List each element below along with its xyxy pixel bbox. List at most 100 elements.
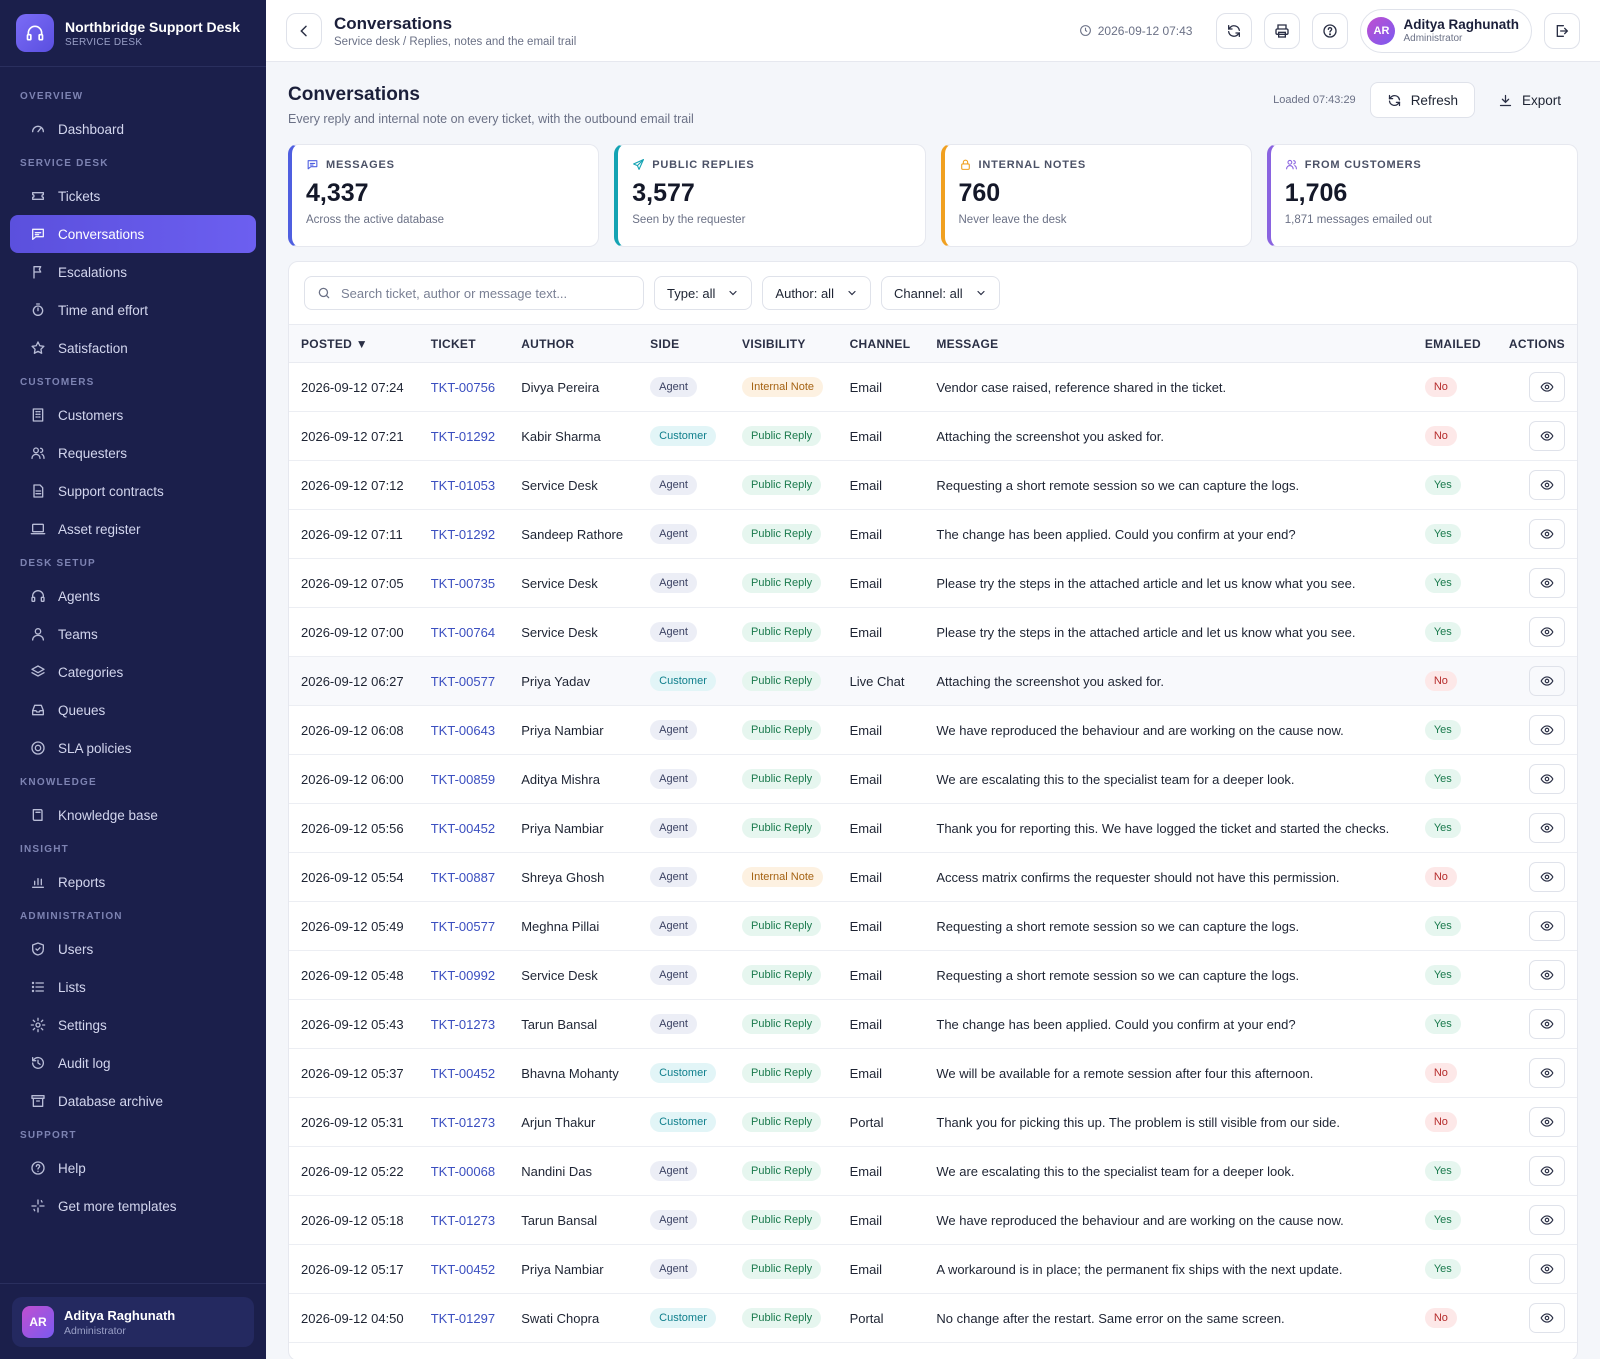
table-row[interactable]: 2026-09-12 05:43 TKT-01273 Tarun Bansal Age… <box>289 1000 1577 1049</box>
table-row[interactable]: 2026-09-12 06:27 TKT-00577 Priya Yadav Cust… <box>289 656 1577 706</box>
table-row[interactable]: 2026-09-12 06:00 TKT-00859 Aditya Mishra Ag… <box>289 755 1577 804</box>
sidebar-item-reports[interactable]: Reports <box>0 863 256 901</box>
ticket-link[interactable]: TKT-01273 <box>430 1212 496 1228</box>
ticket-link[interactable]: TKT-00577 <box>430 918 496 934</box>
sidebar-item-lists[interactable]: Lists <box>0 968 256 1006</box>
refresh-button[interactable]: Refresh <box>1369 82 1475 118</box>
view-message-button[interactable] <box>1529 617 1565 647</box>
sidebar-item-escalations[interactable]: Escalations <box>0 253 256 291</box>
view-message-button[interactable] <box>1529 1107 1565 1137</box>
table-row[interactable]: 2026-09-12 07:11 TKT-01292 Sandeep Rathore… <box>289 510 1577 559</box>
view-message-button[interactable] <box>1529 568 1565 598</box>
view-message-button[interactable] <box>1529 960 1565 990</box>
table-row[interactable]: 2026-09-12 07:05 TKT-00735 Service Desk Age… <box>289 559 1577 608</box>
search-box[interactable] <box>304 276 644 310</box>
table-row[interactable]: 2026-09-12 07:00 TKT-00764 Service Desk Age… <box>289 608 1577 657</box>
ticket-link[interactable]: TKT-00764 <box>430 624 496 640</box>
sidebar-item-knowledge-base[interactable]: Knowledge base <box>0 796 256 834</box>
brand[interactable]: Northbridge Support Desk SERVICE DESK <box>0 0 266 67</box>
author-filter[interactable]: Author: all <box>762 276 871 310</box>
sidebar-item-teams[interactable]: Teams <box>0 615 256 653</box>
print-button[interactable] <box>1264 12 1301 49</box>
sidebar-item-agents[interactable]: Agents <box>0 577 256 615</box>
table-row[interactable]: 2026-09-12 05:18 TKT-01273 Tarun Bansal Age… <box>289 1196 1577 1245</box>
back-button[interactable] <box>286 12 322 49</box>
sidebar-item-time-and-effort[interactable]: Time and effort <box>0 291 256 329</box>
table-row[interactable]: 2026-09-12 07:24 TKT-00756 Divya Pereira Ag… <box>289 363 1577 412</box>
view-message-button[interactable] <box>1529 911 1565 941</box>
view-message-button[interactable] <box>1529 421 1565 451</box>
view-message-button[interactable] <box>1529 862 1565 892</box>
ticket-link[interactable]: TKT-00577 <box>430 673 496 689</box>
sidebar-item-audit-log[interactable]: Audit log <box>0 1044 256 1082</box>
view-message-button[interactable] <box>1529 813 1565 843</box>
logout-button[interactable] <box>1544 12 1580 49</box>
table-row[interactable]: 2026-09-12 05:56 TKT-00452 Priya Nambiar Ag… <box>289 804 1577 853</box>
user-menu[interactable]: AR Aditya Raghunath Administrator <box>1360 8 1532 53</box>
sidebar-item-queues[interactable]: Queues <box>0 691 256 729</box>
sidebar-user-card[interactable]: AR Aditya Raghunath Administrator <box>12 1297 254 1347</box>
table-row[interactable]: 2026-09-12 05:48 TKT-00992 Service Desk Age… <box>289 951 1577 1000</box>
column-header-posted[interactable]: POSTED ▼ <box>301 336 368 351</box>
table-row[interactable]: 2026-09-12 06:08 TKT-00643 Priya Nambiar Ag… <box>289 706 1577 755</box>
channel-filter[interactable]: Channel: all <box>880 276 1000 310</box>
view-message-button[interactable] <box>1529 715 1565 745</box>
sidebar-item-satisfaction[interactable]: Satisfaction <box>0 329 256 367</box>
ticket-link[interactable]: TKT-00452 <box>430 1065 496 1081</box>
view-message-button[interactable] <box>1529 1156 1565 1186</box>
sidebar-item-asset-register[interactable]: Asset register <box>0 510 256 548</box>
ticket-link[interactable]: TKT-01273 <box>430 1016 496 1032</box>
sidebar-item-dashboard[interactable]: Dashboard <box>0 110 256 148</box>
table-row[interactable]: 2026-09-12 07:21 TKT-01292 Kabir Sharma Cus… <box>289 412 1577 461</box>
table-row[interactable]: 2026-09-12 05:31 TKT-01273 Arjun Thakur Cus… <box>289 1098 1577 1147</box>
search-input[interactable] <box>341 285 631 301</box>
ticket-link[interactable]: TKT-00756 <box>430 379 496 395</box>
table-row[interactable]: 2026-09-12 05:22 TKT-00068 Nandini Das Agen… <box>289 1147 1577 1196</box>
sidebar-item-support-contracts[interactable]: Support contracts <box>0 472 256 510</box>
view-message-button[interactable] <box>1529 764 1565 794</box>
view-message-button[interactable] <box>1529 666 1565 696</box>
ticket-link[interactable]: TKT-01292 <box>430 526 496 542</box>
ticket-link[interactable]: TKT-01273 <box>430 1114 496 1130</box>
ticket-link[interactable]: TKT-00735 <box>430 575 496 591</box>
sidebar-item-users[interactable]: Users <box>0 930 256 968</box>
table-row[interactable]: 2026-09-12 07:12 TKT-01053 Service Desk Age… <box>289 461 1577 510</box>
table-row[interactable]: 2026-09-12 05:54 TKT-00887 Shreya Ghosh Age… <box>289 853 1577 902</box>
sync-button[interactable] <box>1216 12 1253 49</box>
ticket-link[interactable]: TKT-01053 <box>430 477 496 493</box>
sidebar-item-conversations[interactable]: Conversations <box>10 215 256 253</box>
view-message-button[interactable] <box>1529 1205 1565 1235</box>
view-message-button[interactable] <box>1529 519 1565 549</box>
view-message-button[interactable] <box>1529 1254 1565 1284</box>
view-message-button[interactable] <box>1529 372 1565 402</box>
sidebar-item-categories[interactable]: Categories <box>0 653 256 691</box>
sidebar-item-customers[interactable]: Customers <box>0 396 256 434</box>
type-filter[interactable]: Type: all <box>654 276 753 310</box>
ticket-link[interactable]: TKT-00452 <box>430 1261 496 1277</box>
ticket-link[interactable]: TKT-00859 <box>430 771 496 787</box>
view-message-button[interactable] <box>1529 1009 1565 1039</box>
sidebar-item-database-archive[interactable]: Database archive <box>0 1082 256 1120</box>
ticket-link[interactable]: TKT-01292 <box>430 428 496 444</box>
sidebar-item-sla-policies[interactable]: SLA policies <box>0 729 256 767</box>
sidebar-item-help[interactable]: Help <box>0 1149 256 1187</box>
ticket-link[interactable]: TKT-00992 <box>430 967 496 983</box>
ticket-link[interactable]: TKT-00452 <box>430 820 496 836</box>
ticket-link[interactable]: TKT-00887 <box>430 869 496 885</box>
table-row[interactable]: 2026-09-12 04:50 TKT-01297 Swati Chopra Cus… <box>289 1294 1577 1343</box>
sidebar-item-requesters[interactable]: Requesters <box>0 434 256 472</box>
table-row[interactable]: 2026-09-12 05:37 TKT-00452 Bhavna Mohanty C… <box>289 1049 1577 1098</box>
sidebar-item-tickets[interactable]: Tickets <box>0 177 256 215</box>
table-row[interactable]: 2026-09-12 05:49 TKT-00577 Meghna Pillai Ag… <box>289 902 1577 951</box>
sidebar-item-get-more-templates[interactable]: Get more templates <box>0 1187 256 1225</box>
ticket-link[interactable]: TKT-00643 <box>430 722 496 738</box>
ticket-link[interactable]: TKT-00068 <box>430 1163 496 1179</box>
view-message-button[interactable] <box>1529 1303 1565 1333</box>
table-row[interactable]: 2026-09-12 05:17 TKT-00452 Priya Nambiar Ag… <box>289 1245 1577 1294</box>
export-button[interactable]: Export <box>1481 82 1578 118</box>
view-message-button[interactable] <box>1529 470 1565 500</box>
view-message-button[interactable] <box>1529 1058 1565 1088</box>
ticket-link[interactable]: TKT-01297 <box>430 1310 496 1326</box>
sidebar-item-settings[interactable]: Settings <box>0 1006 256 1044</box>
help-button[interactable] <box>1312 12 1349 49</box>
